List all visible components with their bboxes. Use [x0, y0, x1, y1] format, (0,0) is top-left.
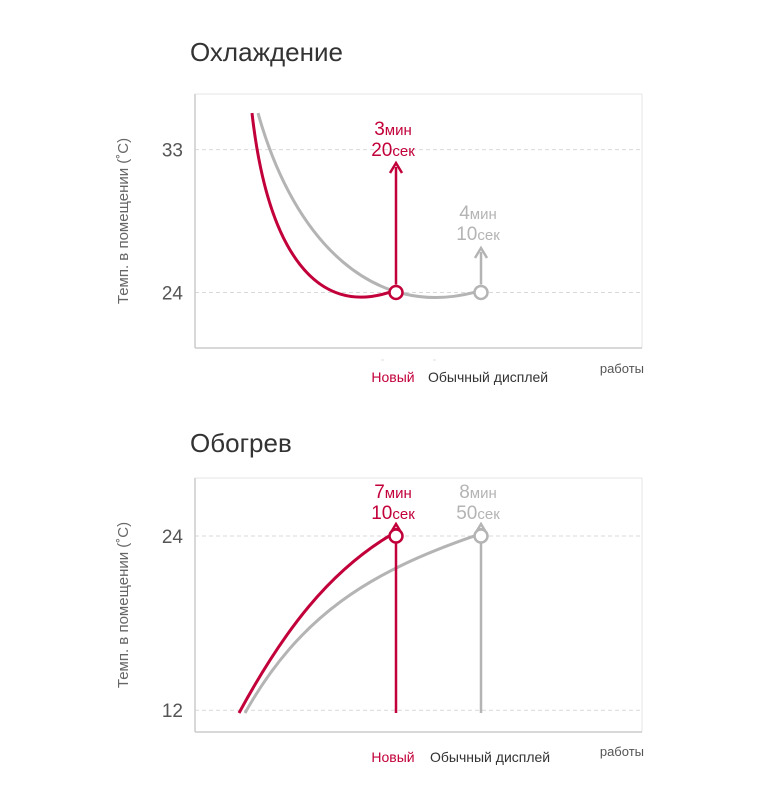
cooling-ytick-label: 33	[162, 141, 183, 162]
cooling-series-1-time-label-minutes: 4мин	[459, 203, 497, 224]
cooling-chart-title: Охлаждение	[190, 37, 343, 67]
heating-legend-new: Новый	[371, 749, 414, 765]
heating-legend-old: Обычный дисплей	[430, 749, 550, 765]
heating-series-0-line	[237, 534, 390, 714]
heating-ylabel: Темп. в помещении (˚C)	[115, 522, 132, 688]
cooling-series-0-end-point	[388, 284, 404, 301]
heating-xlabel: работы	[600, 744, 644, 759]
heating-series-0-time-label-minutes: 7мин	[374, 482, 412, 503]
heating-series-1-end-point	[473, 528, 489, 544]
heating-series-0-time-label-seconds: 10сек	[371, 503, 415, 524]
cooling-series-0-arrowhead	[388, 160, 404, 174]
cooling-ytick-label: 24	[162, 283, 184, 304]
heating-chart-title: Обогрев	[190, 428, 292, 458]
cooling-series-1-time-label-seconds: 10сек	[456, 224, 500, 245]
heating-series-1-line	[243, 534, 475, 714]
heating-ytick-label: 12	[162, 701, 183, 722]
cooling-legend-old: Обычный дисплей	[428, 369, 548, 385]
cooling-series-1-line	[256, 112, 475, 299]
heating-series-0-end-point	[388, 528, 404, 544]
heating-ytick-label: 24	[162, 527, 184, 548]
heating-series-1-time-label-seconds: 50сек	[456, 503, 500, 524]
cooling-series-0-time-label-minutes: 3мин	[374, 119, 412, 140]
cooling-series-0-time-label-seconds: 20сек	[371, 140, 415, 161]
cooling-legend-new: Новый	[371, 369, 414, 385]
cooling-series-1-arrowhead	[473, 245, 489, 259]
cooling-series-1-end-point	[473, 284, 489, 301]
cooling-series-0-line	[250, 112, 390, 299]
cooling-xlabel: работы	[600, 361, 644, 376]
heating-series-1-time-label-minutes: 8мин	[459, 482, 497, 503]
cooling-ylabel: Темп. в помещении (˚C)	[115, 138, 132, 304]
